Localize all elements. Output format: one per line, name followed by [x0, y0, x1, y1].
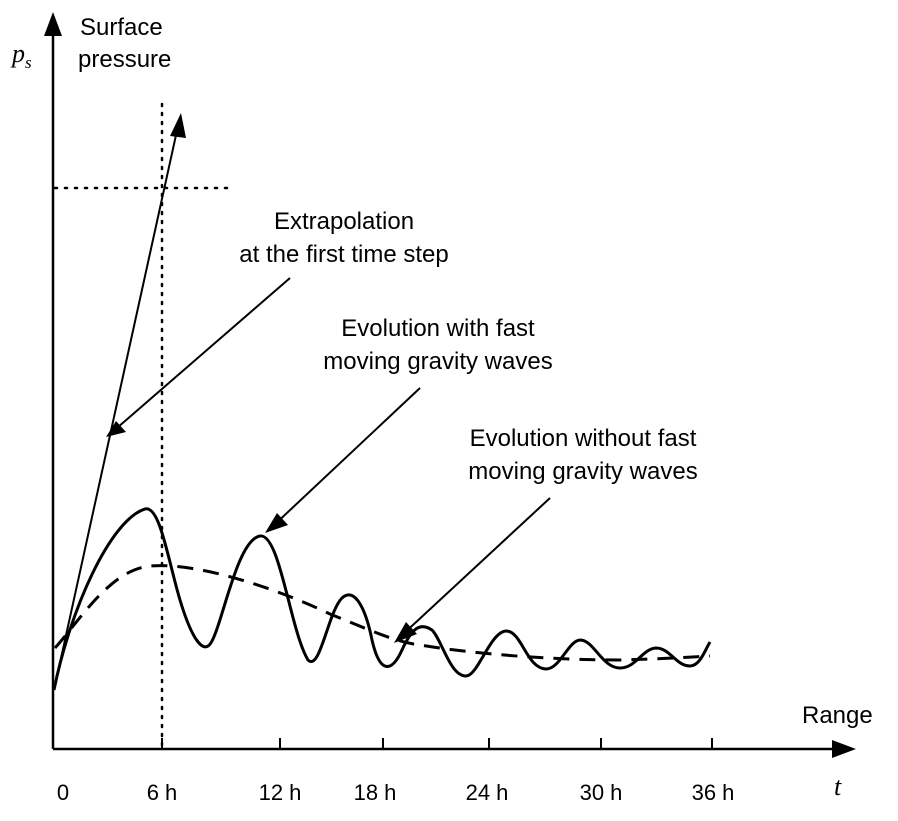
arrow-no-fast-waves-head: [394, 622, 417, 643]
smooth-evolution-curve: [53, 564, 711, 662]
y-axis-symbol-p: p: [10, 39, 25, 68]
tick-label-18h: 18 h: [354, 780, 397, 805]
oscillating-evolution-curve: [52, 507, 712, 691]
arrow-fast-waves: [271, 387, 421, 528]
arrow-extrapolation-head: [106, 421, 126, 437]
tick-label-24h: 24 h: [466, 780, 509, 805]
x-axis-symbol: t: [834, 772, 842, 801]
annotation-no-fast-waves-line1: Evolution without fast: [470, 425, 697, 452]
arrow-no-fast-waves: [399, 497, 551, 638]
x-ticks: [161, 738, 713, 749]
tick-label-6h: 6 h: [147, 780, 178, 805]
annotation-fast-waves-line2: moving gravity waves: [323, 348, 552, 375]
y-axis-title-line1: Surface: [80, 14, 163, 41]
extrapolation-line-arrowhead: [170, 113, 186, 138]
annotation-extrapolation-line1: Extrapolation: [274, 208, 414, 235]
x-axis-arrowhead: [832, 740, 856, 758]
y-axis-title-line2: pressure: [78, 46, 171, 73]
arrow-fast-waves-head: [265, 513, 288, 533]
annotation-no-fast-waves-line2: moving gravity waves: [468, 458, 697, 485]
y-axis-arrowhead: [44, 12, 62, 36]
y-axis-symbol: ps: [10, 39, 32, 72]
annotation-fast-waves-line1: Evolution with fast: [341, 315, 535, 342]
tick-label-36h: 36 h: [692, 780, 735, 805]
annotation-extrapolation-line2: at the first time step: [239, 241, 448, 268]
arrow-extrapolation: [109, 277, 291, 435]
extrapolation-line: [53, 125, 179, 691]
x-axis-title: Range: [802, 702, 873, 729]
tick-label-0: 0: [57, 780, 69, 805]
tick-label-30h: 30 h: [580, 780, 623, 805]
y-axis-symbol-subscript: s: [25, 53, 32, 72]
tick-label-12h: 12 h: [259, 780, 302, 805]
